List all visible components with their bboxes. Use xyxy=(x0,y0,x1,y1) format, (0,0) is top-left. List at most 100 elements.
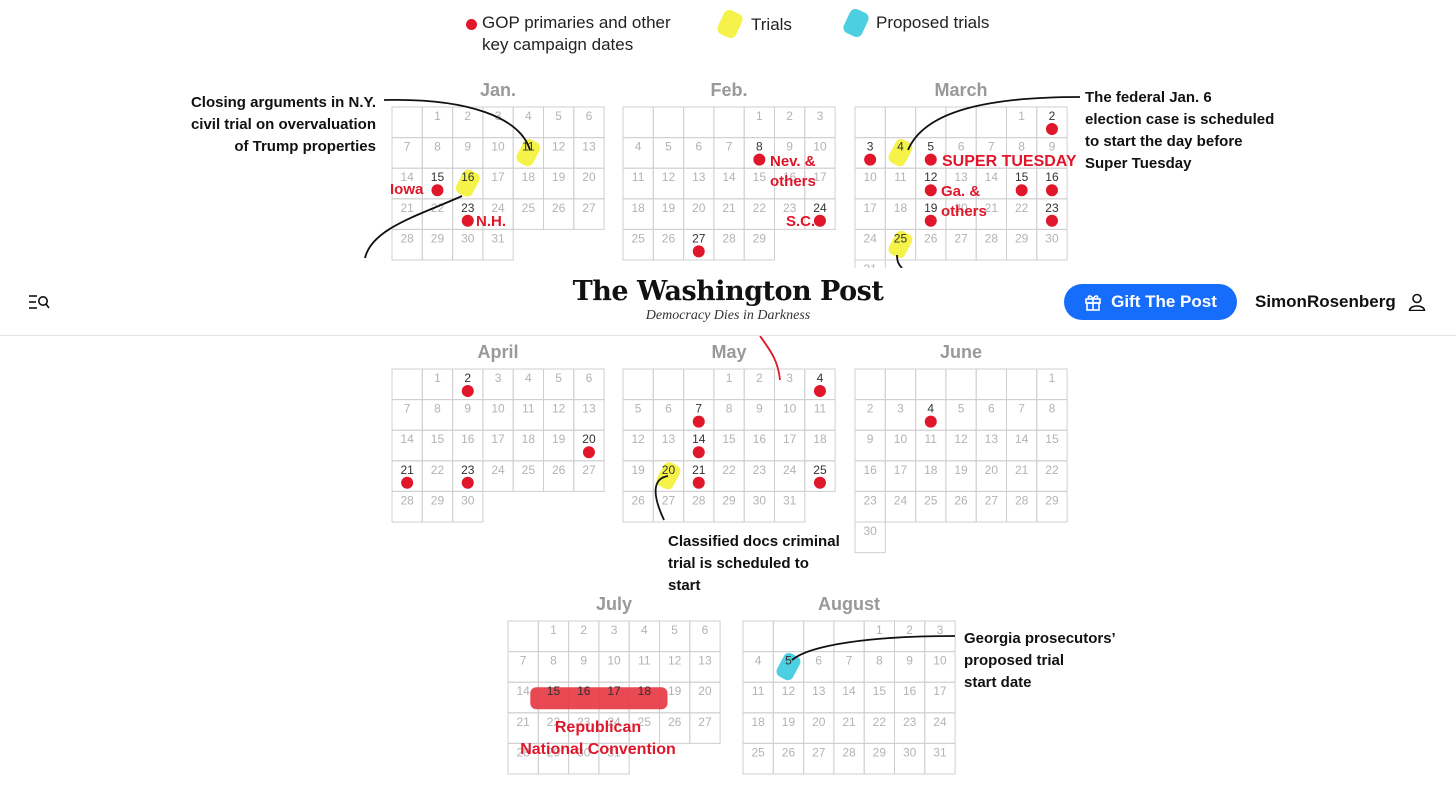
day-cell xyxy=(804,198,836,230)
day-number: 3 xyxy=(817,109,824,123)
day-number: 9 xyxy=(756,402,763,416)
day-number: 24 xyxy=(813,201,827,215)
gop-date-dot xyxy=(813,214,826,227)
day-number: 9 xyxy=(464,402,471,416)
day-number: 16 xyxy=(461,432,475,446)
day-number: 11 xyxy=(638,654,651,668)
empty-cell xyxy=(803,620,835,653)
site-title[interactable]: The Washington Post xyxy=(572,276,884,307)
empty-cell xyxy=(975,106,1008,139)
day-number: 3 xyxy=(937,623,944,637)
day-number: 13 xyxy=(582,402,596,416)
day-number: 20 xyxy=(662,463,676,477)
day-number: 23 xyxy=(461,201,475,215)
day-number: 22 xyxy=(1045,463,1059,477)
day-number: 23 xyxy=(783,201,797,215)
day-number: 20 xyxy=(582,432,596,446)
gift-icon xyxy=(1085,295,1101,311)
day-number: 18 xyxy=(522,170,536,184)
day-number: 7 xyxy=(726,140,733,154)
gop-dot-icon xyxy=(466,19,477,30)
day-number: 14 xyxy=(400,170,414,184)
day-number: 7 xyxy=(404,402,411,416)
jan16-leader xyxy=(364,195,463,259)
day-number: 18 xyxy=(638,684,652,698)
user-icon[interactable] xyxy=(1408,293,1426,311)
day-number: 6 xyxy=(586,371,593,385)
month-label: Feb. xyxy=(711,80,748,100)
username-link[interactable]: SimonRosenberg xyxy=(1255,292,1396,311)
day-number: 31 xyxy=(933,745,947,759)
empty-cell xyxy=(622,368,654,401)
day-number: 20 xyxy=(698,684,712,698)
day-number: 1 xyxy=(434,109,441,123)
day-number: 13 xyxy=(698,654,712,668)
gop-date-dot xyxy=(431,184,444,197)
trial-highlight xyxy=(455,169,480,197)
super-tuesday-label: SUPER TUESDAY xyxy=(942,153,1077,170)
day-number: 29 xyxy=(753,231,767,245)
empty-cell xyxy=(884,106,917,139)
day-number: 12 xyxy=(552,402,566,416)
day-number: 17 xyxy=(863,201,877,215)
day-number: 4 xyxy=(641,623,648,637)
day-number: 18 xyxy=(522,432,536,446)
day-number: 2 xyxy=(580,623,587,637)
gop-date-dot xyxy=(692,245,705,258)
day-number: 12 xyxy=(662,170,676,184)
classified-leader xyxy=(654,475,669,521)
day-number: 6 xyxy=(958,140,965,154)
march25-leader xyxy=(896,254,903,269)
gop-date-dot xyxy=(924,214,937,227)
day-number: 5 xyxy=(671,623,678,637)
day-number: 9 xyxy=(1049,140,1056,154)
day-number: 5 xyxy=(555,109,562,123)
day-number: 7 xyxy=(1018,402,1025,416)
federal-leader xyxy=(907,96,1081,151)
empty-cell xyxy=(391,368,423,401)
day-number: 21 xyxy=(400,463,414,477)
day-number: 3 xyxy=(867,140,874,154)
day-number: 22 xyxy=(722,463,736,477)
day-cell xyxy=(774,490,806,523)
georgia-leader xyxy=(791,635,956,661)
day-number: 7 xyxy=(846,654,853,668)
trial-highlight xyxy=(888,230,913,258)
day-number: 19 xyxy=(954,463,968,477)
convention-bar xyxy=(530,687,668,710)
day-number: 15 xyxy=(873,684,887,698)
sc-label: S.C. xyxy=(786,213,815,230)
day-number: 21 xyxy=(400,201,414,215)
day-number: 8 xyxy=(550,654,557,668)
day-number: 22 xyxy=(1015,201,1029,215)
day-number: 23 xyxy=(1045,201,1059,215)
day-number: 19 xyxy=(552,432,566,446)
day-number: 10 xyxy=(894,432,908,446)
masthead[interactable]: The Washington Post Democracy Dies in Da… xyxy=(0,276,1456,324)
trial-highlight-icon xyxy=(715,7,745,41)
day-number: 25 xyxy=(522,463,536,477)
day-cell xyxy=(1036,490,1068,523)
day-number: 6 xyxy=(815,654,822,668)
day-number: 2 xyxy=(786,109,793,123)
gop-date-dot xyxy=(924,153,937,166)
day-number: 28 xyxy=(1015,493,1029,507)
day-number: 3 xyxy=(495,371,502,385)
day-cell xyxy=(482,228,514,261)
day-number: 4 xyxy=(897,140,904,154)
day-number: 27 xyxy=(692,231,706,245)
day-number: 24 xyxy=(491,201,505,215)
gift-button[interactable]: Gift The Post xyxy=(1064,284,1237,320)
gop-date-dot xyxy=(1015,184,1028,197)
day-number: 14 xyxy=(692,432,706,446)
month-label: May xyxy=(712,342,747,362)
day-number: 14 xyxy=(400,432,414,446)
day-number: 21 xyxy=(842,715,856,729)
day-number: 17 xyxy=(783,432,797,446)
menu-search-icon[interactable] xyxy=(28,293,50,311)
day-number: 24 xyxy=(894,493,908,507)
